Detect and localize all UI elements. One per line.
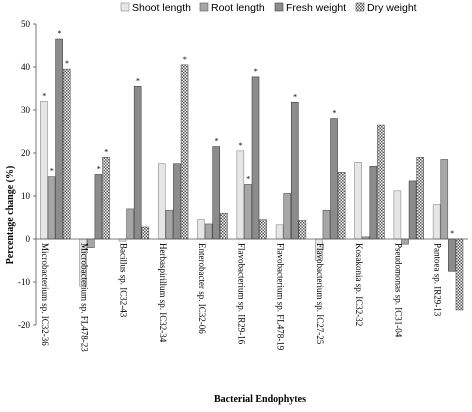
legend-label-fresh-weight: Fresh weight	[286, 2, 346, 14]
significance-star: *	[215, 137, 219, 146]
bar-shoot-length-6	[236, 150, 245, 240]
y-tick-label: 30	[21, 105, 31, 115]
significance-star: *	[97, 165, 101, 174]
bar-dry-weight-6	[259, 219, 267, 240]
bar-shoot-length-10	[393, 190, 402, 240]
legend-swatch-root-length	[199, 2, 209, 12]
bar-dry-weight-3	[141, 226, 150, 240]
bar-fresh-weight-2	[94, 174, 103, 240]
y-tick-label: 10	[21, 191, 31, 201]
legend-swatch-shoot-length	[120, 2, 130, 12]
legend-label-root-length: Root length	[211, 2, 265, 14]
y-tick-label: 0	[26, 234, 31, 244]
bar-root-length-6	[244, 184, 252, 240]
x-axis-title: Bacterial Endophytes	[214, 394, 306, 405]
bar-shoot-length-9	[354, 162, 362, 240]
x-tick-label: Flavobacterium sp. IR29-16	[236, 243, 246, 345]
bar-shoot-length-1	[40, 101, 48, 240]
labels-layer: Microbacterium sp. IC32-36 Microbacterium…	[40, 243, 443, 352]
bar-shoot-length-4	[157, 163, 166, 240]
significance-star: *	[239, 141, 243, 150]
legend-label-shoot-length: Shoot length	[132, 2, 191, 14]
axes-layer: -20 -10 0 10 20 30 40 50	[18, 19, 468, 330]
legend-label-dry-weight: Dry weight	[367, 2, 417, 14]
bar-root-length-7	[283, 193, 291, 240]
significance-star: *	[246, 174, 250, 183]
significance-star: *	[57, 29, 61, 38]
bar-root-length-8	[322, 209, 331, 240]
x-tick-label: Enterobacter sp. IC32-06	[197, 243, 207, 334]
significance-star: *	[136, 76, 140, 85]
bar-dry-weight-9	[377, 124, 385, 240]
significance-star: *	[50, 167, 54, 176]
bar-root-length-1	[47, 176, 56, 240]
bar-root-length-4	[165, 209, 174, 240]
bar-fresh-weight-4	[173, 163, 181, 240]
y-tick-label: 20	[21, 148, 31, 158]
x-tick-label: Microbacterium sp. IC32-36	[40, 243, 50, 346]
significance-star: *	[65, 59, 69, 68]
x-tick-label: Pantoea sp. IR29-13	[433, 243, 443, 317]
bar-dry-weight-2	[102, 157, 110, 240]
significance-star: *	[450, 229, 454, 238]
bar-dry-weight-11	[455, 238, 464, 311]
bar-dry-weight-4	[180, 64, 189, 240]
x-tick-label: Bacillus sp. IC32-43	[119, 243, 129, 318]
bar-shoot-length-7	[275, 224, 284, 240]
x-tick-label: Pseudomonas sp. IC31-04	[394, 243, 404, 338]
x-tick-label: Microbacterium sp. FL478-23	[79, 243, 89, 352]
bar-shoot-length-11	[432, 204, 441, 240]
bar-dry-weight-10	[416, 157, 424, 240]
bar-root-length-5	[204, 223, 213, 240]
significance-star: *	[332, 109, 336, 118]
bars-layer: ********* ******	[40, 29, 464, 311]
y-axis-title: Percentage change (%)	[5, 166, 16, 265]
y-tick-label: -10	[18, 277, 30, 287]
bar-fresh-weight-10	[408, 180, 417, 240]
bar-fresh-weight-7	[290, 101, 299, 240]
x-tick-label: Kosakonia sp. IC32-32	[354, 243, 364, 326]
bar-fresh-weight-3	[133, 86, 142, 240]
significance-star: *	[254, 67, 258, 76]
bar-root-length-11	[440, 159, 449, 240]
significance-star: *	[42, 91, 46, 100]
bar-fresh-weight-5	[212, 146, 221, 240]
bar-dry-weight-5	[220, 212, 228, 240]
significance-star: *	[104, 147, 108, 156]
bar-fresh-weight-1	[55, 38, 63, 240]
y-tick-label: 50	[21, 19, 31, 29]
x-tick-label: Flavobacterium sp. FL478-19	[276, 243, 286, 351]
bar-fresh-weight-9	[369, 166, 378, 240]
significance-star: *	[293, 92, 297, 101]
bar-shoot-length-5	[197, 219, 205, 240]
legend: Shoot length Root length Fresh weight Dry w…	[120, 2, 417, 14]
bar-dry-weight-1	[62, 68, 71, 240]
bar-fresh-weight-8	[330, 118, 338, 240]
significance-star: *	[183, 55, 187, 64]
x-tick-label: Herbaspirillum sp. IC32-34	[158, 243, 168, 343]
bar-dry-weight-7	[298, 220, 307, 240]
y-tick-label: -20	[18, 320, 30, 330]
legend-swatch-fresh-weight	[274, 2, 284, 12]
bar-fresh-weight-11	[448, 238, 456, 272]
y-tick-label: 40	[21, 62, 31, 72]
bar-dry-weight-8	[337, 172, 346, 240]
x-tick-label: Flavobacterium sp. IC27-25	[315, 243, 325, 345]
bar-fresh-weight-6	[251, 76, 260, 240]
bar-root-length-3	[126, 208, 134, 240]
legend-swatch-dry-weight	[355, 2, 365, 12]
